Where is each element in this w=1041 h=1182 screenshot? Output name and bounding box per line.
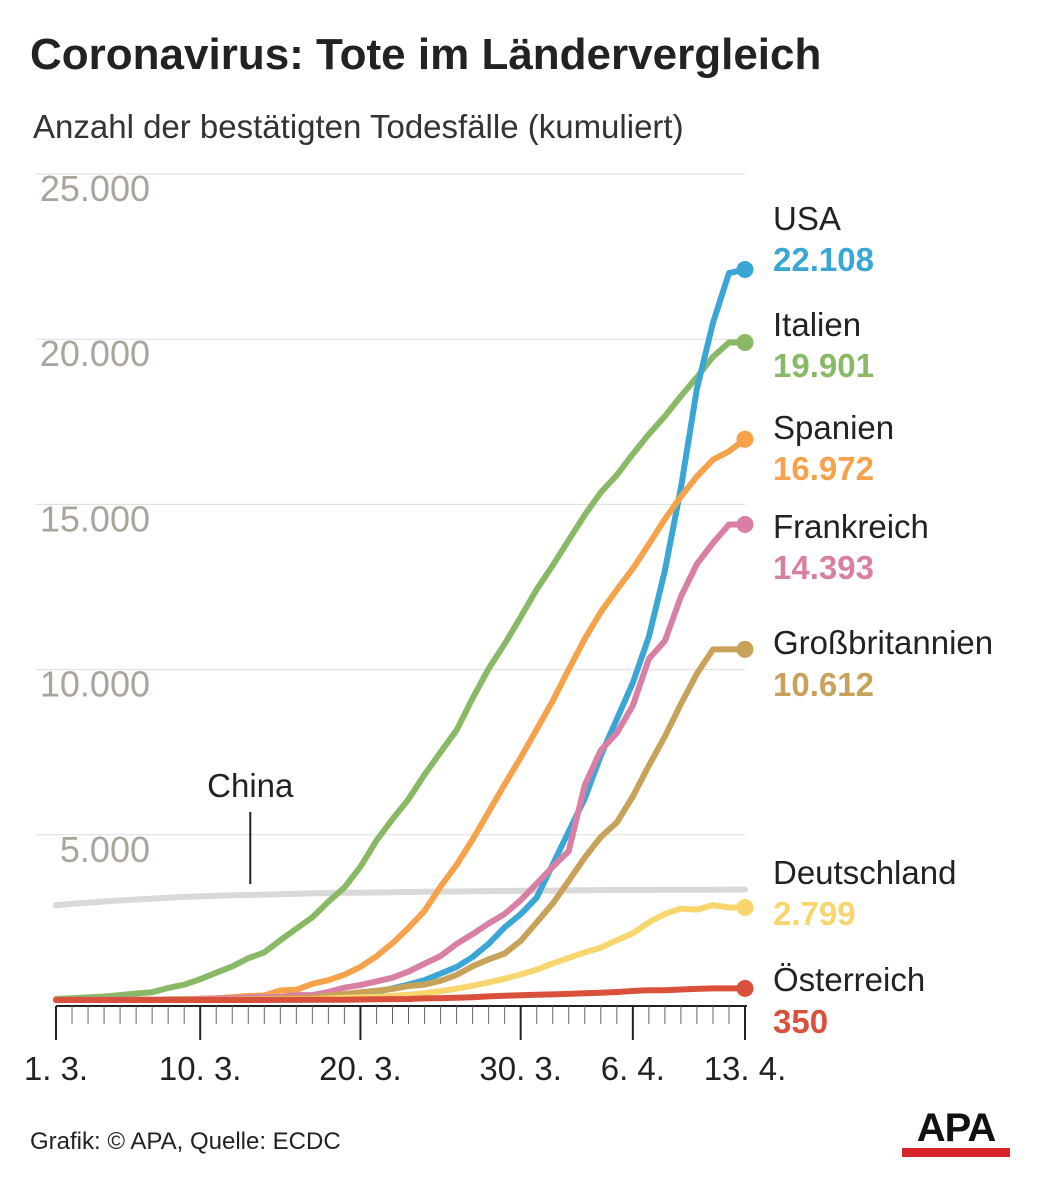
series-end-marker xyxy=(736,640,754,658)
x-tick-label: 10. 3. xyxy=(159,1050,242,1087)
apa-logo: APA xyxy=(900,1108,1012,1160)
series-name-label: Großbritannien xyxy=(773,624,993,661)
series-name-label: Spanien xyxy=(773,409,894,446)
apa-logo-bar xyxy=(902,1148,1010,1157)
series-end-marker xyxy=(736,899,754,917)
source-credit: Grafik: © APA, Quelle: ECDC xyxy=(30,1128,341,1155)
series-line xyxy=(53,646,748,1003)
series-end-marker xyxy=(736,333,754,351)
series-value-label: 16.972 xyxy=(773,450,874,487)
series-line xyxy=(53,985,748,1003)
series-value-label: 10.612 xyxy=(773,666,874,703)
annotation-label: China xyxy=(207,767,294,804)
x-tick-label: 1. 3. xyxy=(24,1050,88,1087)
series-name-label: USA xyxy=(773,200,841,237)
x-tick-label: 6. 4. xyxy=(601,1050,665,1087)
series-value-label: 350 xyxy=(773,1003,828,1040)
series-value-label: 22.108 xyxy=(773,241,874,278)
series-name-label: Österreich xyxy=(773,961,925,998)
series-end-marker xyxy=(736,430,754,448)
y-tick-label: 15.000 xyxy=(40,498,150,539)
series-value-label: 14.393 xyxy=(773,549,874,586)
line-chart: 5.000 10.000 15.000 20.000 25.000 1. 3. 10. 3.… xyxy=(24,168,993,1087)
x-tick-label: 30. 3. xyxy=(479,1050,562,1087)
x-tick-label: 20. 3. xyxy=(319,1050,402,1087)
series-name-label: Italien xyxy=(773,306,861,343)
series-end-marker xyxy=(736,979,754,997)
y-tick-label: 25.000 xyxy=(40,168,150,209)
series-value-label: 19.901 xyxy=(773,347,874,384)
y-tick-label: 10.000 xyxy=(40,664,150,705)
y-tick-label: 20.000 xyxy=(40,333,150,374)
series-end-marker xyxy=(736,515,754,533)
y-tick-label: 5.000 xyxy=(60,829,150,870)
series-name-label: Frankreich xyxy=(773,508,929,545)
series-end-marker xyxy=(736,261,754,279)
chart-title: Coronavirus: Tote im Ländervergleich xyxy=(30,30,822,79)
series-name-label: Deutschland xyxy=(773,854,956,891)
apa-logo-text: APA xyxy=(916,1106,996,1150)
series-line xyxy=(53,339,748,1002)
series-line xyxy=(53,886,748,909)
series-line xyxy=(53,436,748,1003)
series-value-label: 2.799 xyxy=(773,895,856,932)
chart-subtitle: Anzahl der bestätigten Todesfälle (kumul… xyxy=(33,108,684,145)
x-tick-label: 13. 4. xyxy=(704,1050,787,1087)
